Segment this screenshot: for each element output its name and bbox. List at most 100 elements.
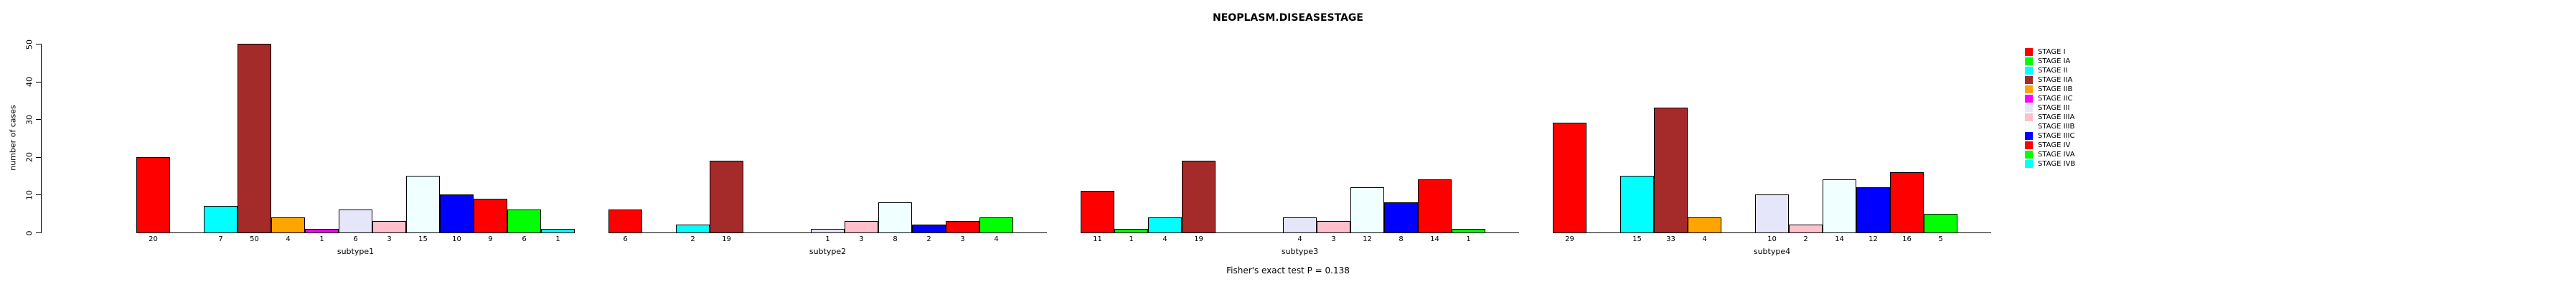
legend-item: STAGE IIIA bbox=[2025, 113, 2075, 122]
bar-stage-iia bbox=[1182, 161, 1216, 233]
legend-swatch bbox=[2025, 104, 2033, 112]
bar-value-label: 2 bbox=[1803, 235, 1808, 243]
bar-value-label: 20 bbox=[149, 235, 158, 243]
y-axis-line bbox=[41, 44, 42, 233]
bar-stage-iiic bbox=[912, 225, 946, 233]
legend-swatch bbox=[2025, 113, 2033, 121]
bar-value-label: 14 bbox=[1835, 235, 1844, 243]
bar-value-label: 4 bbox=[994, 235, 999, 243]
y-tick-mark bbox=[36, 156, 41, 158]
y-tick-mark bbox=[36, 232, 41, 233]
bar-stage-iva bbox=[507, 210, 541, 233]
bar-stage-iii bbox=[811, 229, 845, 233]
legend-item: STAGE IVB bbox=[2025, 159, 2075, 169]
bar-value-label: 12 bbox=[1363, 235, 1372, 243]
bar-value-label: 19 bbox=[722, 235, 731, 243]
bar-value-label: 10 bbox=[452, 235, 461, 243]
bar-stage-ia bbox=[1114, 229, 1148, 233]
bar-stage-iiic bbox=[440, 194, 474, 233]
y-tick-label: 20 bbox=[24, 152, 34, 163]
legend-item: STAGE IIIB bbox=[2025, 122, 2075, 131]
group-label: subtype1 bbox=[337, 247, 375, 256]
legend-swatch bbox=[2025, 123, 2033, 131]
legend-item: STAGE IV bbox=[2025, 141, 2075, 150]
bar-stage-iib bbox=[271, 217, 305, 233]
legend-item: STAGE III bbox=[2025, 103, 2075, 113]
bar-stage-ii bbox=[204, 206, 238, 233]
bar-value-label: 4 bbox=[1162, 235, 1167, 243]
legend-swatch bbox=[2025, 67, 2033, 75]
chart-title: NEOPLASM.DISEASESTAGE bbox=[1213, 12, 1363, 24]
bar-stage-iii bbox=[339, 210, 372, 233]
y-tick-label: 40 bbox=[24, 77, 34, 88]
bar-value-label: 19 bbox=[1194, 235, 1203, 243]
bar-stage-iva bbox=[1924, 214, 1957, 233]
y-tick-label: 0 bbox=[24, 230, 34, 235]
bar-value-label: 5 bbox=[1938, 235, 1943, 243]
bar-stage-iiia bbox=[1789, 225, 1823, 233]
legend-label: STAGE IIIC bbox=[2038, 132, 2075, 140]
bar-stage-iic bbox=[305, 229, 339, 233]
legend-label: STAGE II bbox=[2038, 67, 2068, 75]
bar-value-label: 4 bbox=[1297, 235, 1302, 243]
bar-stage-iia bbox=[710, 161, 743, 233]
bar-value-label: 12 bbox=[1868, 235, 1878, 243]
bar-value-label: 1 bbox=[1129, 235, 1134, 243]
bar-value-label: 2 bbox=[690, 235, 695, 243]
group-label: subtype3 bbox=[1281, 247, 1319, 256]
bar-stage-iia bbox=[238, 44, 271, 233]
bar-stage-ii bbox=[1620, 176, 1654, 233]
bar-stage-iiib bbox=[1350, 187, 1384, 233]
bar-stage-iiib bbox=[878, 202, 912, 233]
bar-value-label: 9 bbox=[488, 235, 493, 243]
bar-stage-i bbox=[1081, 191, 1114, 233]
legend-item: STAGE IA bbox=[2025, 57, 2075, 66]
bar-stage-iii bbox=[1755, 194, 1789, 233]
legend-swatch bbox=[2025, 160, 2033, 168]
bar-value-label: 10 bbox=[1767, 235, 1777, 243]
bar-stage-ii bbox=[676, 225, 710, 233]
legend-label: STAGE IA bbox=[2038, 57, 2071, 65]
y-tick-label: 50 bbox=[24, 39, 34, 50]
bar-stage-i bbox=[608, 210, 642, 233]
bar-value-label: 16 bbox=[1902, 235, 1912, 243]
bar-stage-iv bbox=[946, 221, 979, 233]
bar-stage-iiib bbox=[406, 176, 440, 233]
legend-label: STAGE IVA bbox=[2038, 151, 2075, 159]
bar-stage-iiic bbox=[1856, 187, 1890, 233]
legend-label: STAGE IIB bbox=[2038, 85, 2073, 93]
legend-label: STAGE IV bbox=[2038, 141, 2071, 149]
bar-stage-i bbox=[136, 157, 170, 233]
legend-item: STAGE I bbox=[2025, 47, 2075, 57]
bar-value-label: 7 bbox=[218, 235, 223, 243]
bar-stage-iiib bbox=[1823, 179, 1856, 233]
legend-label: STAGE IIIB bbox=[2038, 123, 2075, 131]
legend-item: STAGE IIA bbox=[2025, 75, 2075, 85]
bar-value-label: 1 bbox=[1466, 235, 1471, 243]
fisher-test-annotation: Fisher's exact test P = 0.138 bbox=[1226, 265, 1350, 276]
bar-value-label: 8 bbox=[893, 235, 898, 243]
legend-swatch bbox=[2025, 48, 2033, 56]
bar-value-label: 4 bbox=[1702, 235, 1707, 243]
bar-value-label: 4 bbox=[286, 235, 291, 243]
bar-stage-ivb bbox=[541, 229, 575, 233]
bar-stage-i bbox=[1553, 123, 1587, 233]
legend-swatch bbox=[2025, 132, 2033, 140]
legend-swatch bbox=[2025, 76, 2033, 84]
bar-value-label: 50 bbox=[250, 235, 259, 243]
bar-stage-iib bbox=[1688, 217, 1721, 233]
bar-value-label: 11 bbox=[1093, 235, 1102, 243]
bar-value-label: 29 bbox=[1565, 235, 1574, 243]
bar-stage-iv bbox=[1890, 172, 1924, 233]
bar-stage-ii bbox=[1148, 217, 1182, 233]
y-tick-label: 10 bbox=[24, 189, 34, 200]
legend-label: STAGE I bbox=[2038, 48, 2066, 56]
legend-swatch bbox=[2025, 95, 2033, 103]
bar-value-label: 14 bbox=[1430, 235, 1439, 243]
legend-label: STAGE IVB bbox=[2038, 160, 2076, 168]
y-tick-label: 30 bbox=[24, 114, 34, 125]
bar-stage-iv bbox=[474, 199, 507, 233]
bar-value-label: 6 bbox=[623, 235, 628, 243]
bar-value-label: 3 bbox=[1331, 235, 1336, 243]
